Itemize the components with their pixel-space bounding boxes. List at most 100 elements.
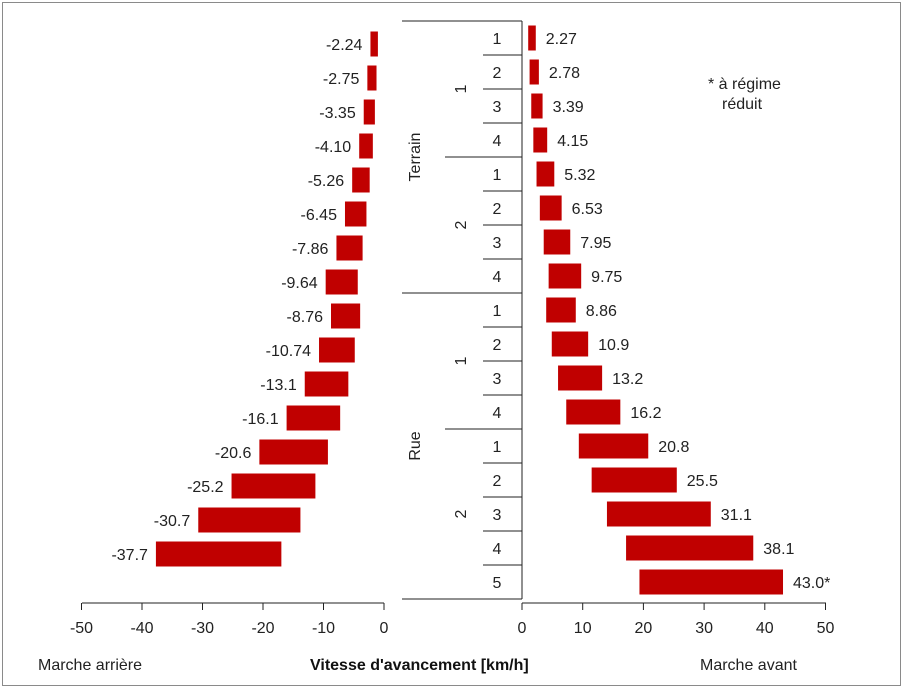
forward-label: Marche avant [700, 657, 797, 674]
reverse-tick-label: -10 [312, 620, 335, 637]
forward-bar [551, 331, 589, 357]
gear-number: 4 [493, 269, 502, 286]
forward-value-label: 13.2 [612, 371, 643, 388]
gear-number: 3 [493, 235, 502, 252]
forward-tick-label: 0 [518, 620, 527, 637]
forward-tick-label: 30 [695, 620, 713, 637]
reverse-bar [331, 303, 361, 329]
note-line-2: réduit [722, 96, 763, 113]
forward-bar [536, 161, 555, 187]
reverse-value-label: -3.35 [319, 105, 356, 122]
forward-tick-label: 20 [635, 620, 653, 637]
x-axis-title: Vitesse d'avancement [km/h] [310, 657, 529, 674]
gear-number: 1 [493, 439, 502, 456]
reverse-bars: -2.24 -2.75 -3.35 -4.10 -5.26 -6.45 -7.86 -9.64… [111, 31, 378, 567]
forward-value-label: 16.2 [630, 405, 661, 422]
reverse-value-label: -9.64 [281, 275, 318, 292]
reverse-bar [359, 133, 373, 159]
reverse-tick-label: -50 [70, 620, 93, 637]
reverse-bar [370, 31, 378, 57]
forward-value-label: 7.95 [580, 235, 611, 252]
forward-bar [543, 229, 571, 255]
forward-bar [539, 195, 562, 221]
gear-number: 1 [493, 303, 502, 320]
forward-bar [529, 59, 539, 85]
forward-value-label: 31.1 [721, 507, 752, 524]
forward-bar [531, 93, 543, 119]
range-label: 1 [453, 84, 470, 93]
reverse-label: Marche arrière [38, 657, 142, 674]
reverse-value-label: -4.10 [315, 139, 352, 156]
range-label: 1 [453, 356, 470, 365]
forward-tick-label: 10 [574, 620, 592, 637]
forward-value-label: 2.27 [546, 31, 577, 48]
gear-number: 2 [493, 201, 502, 218]
reverse-bar [259, 439, 328, 465]
reverse-value-label: -16.1 [242, 411, 279, 428]
forward-bar [566, 399, 621, 425]
reverse-tick-label: 0 [380, 620, 389, 637]
reverse-tick-label: -30 [191, 620, 214, 637]
forward-bar [528, 25, 536, 51]
forward-value-label: 5.32 [564, 167, 595, 184]
reverse-bar [304, 371, 349, 397]
gear-number: 4 [493, 541, 502, 558]
reverse-bar [344, 201, 367, 227]
forward-tick-label: 50 [817, 620, 835, 637]
forward-value-label: 25.5 [687, 473, 718, 490]
mode-label: Terrain [407, 133, 424, 182]
forward-tick-label: 40 [756, 620, 774, 637]
reverse-value-label: -7.86 [292, 241, 329, 258]
reverse-tick-label: -20 [251, 620, 274, 637]
gear-number: 2 [493, 337, 502, 354]
gear-table: 1 2 3 4 1 1 2 3 4 2 Terrain 1 2 3 4 1 1 2 3 4 5 2 Rue [402, 20, 523, 600]
reverse-bar [286, 405, 341, 431]
reverse-value-label: -2.75 [323, 71, 360, 88]
forward-value-label: 4.15 [557, 133, 588, 150]
forward-value-label: 43.0* [793, 575, 830, 592]
gear-number: 1 [493, 167, 502, 184]
forward-value-label: 2.78 [549, 65, 580, 82]
gear-number: 4 [493, 133, 502, 150]
reverse-bar [325, 269, 358, 295]
reverse-bar [352, 167, 370, 193]
gear-number: 5 [493, 575, 502, 592]
note-line-1: * à régime [708, 76, 781, 93]
forward-bar [591, 467, 677, 493]
reverse-value-label: -5.26 [308, 173, 345, 190]
forward-value-label: 20.8 [658, 439, 689, 456]
reverse-value-label: -2.24 [326, 37, 363, 54]
reverse-value-label: -8.76 [287, 309, 324, 326]
reverse-bar [198, 507, 301, 533]
gear-number: 2 [493, 65, 502, 82]
gear-number: 4 [493, 405, 502, 422]
reverse-bar [231, 473, 316, 499]
forward-value-label: 9.75 [591, 269, 622, 286]
reverse-bar [367, 65, 377, 91]
forward-bar [626, 535, 754, 561]
gear-number: 3 [493, 99, 502, 116]
forward-value-label: 6.53 [572, 201, 603, 218]
forward-bar [606, 501, 711, 527]
reverse-value-label: -25.2 [187, 479, 224, 496]
forward-value-label: 10.9 [598, 337, 629, 354]
reverse-bar [319, 337, 355, 363]
forward-bar [546, 297, 576, 323]
forward-value-label: 38.1 [763, 541, 794, 558]
gear-number: 3 [493, 507, 502, 524]
forward-bar [558, 365, 603, 391]
forward-value-label: 3.39 [553, 99, 584, 116]
speed-axes: -50 -40 -30 -20 -10 0 0 10 20 30 40 50 [70, 602, 835, 637]
gear-number: 3 [493, 371, 502, 388]
reverse-value-label: -6.45 [301, 207, 338, 224]
reverse-value-label: -13.1 [260, 377, 297, 394]
reverse-bar [336, 235, 363, 261]
reverse-value-label: -20.6 [215, 445, 252, 462]
reverse-bar [155, 541, 282, 567]
forward-bar [548, 263, 582, 289]
forward-value-label: 8.86 [586, 303, 617, 320]
forward-bar [533, 127, 548, 153]
reverse-value-label: -10.74 [266, 343, 311, 360]
reverse-tick-label: -40 [130, 620, 153, 637]
